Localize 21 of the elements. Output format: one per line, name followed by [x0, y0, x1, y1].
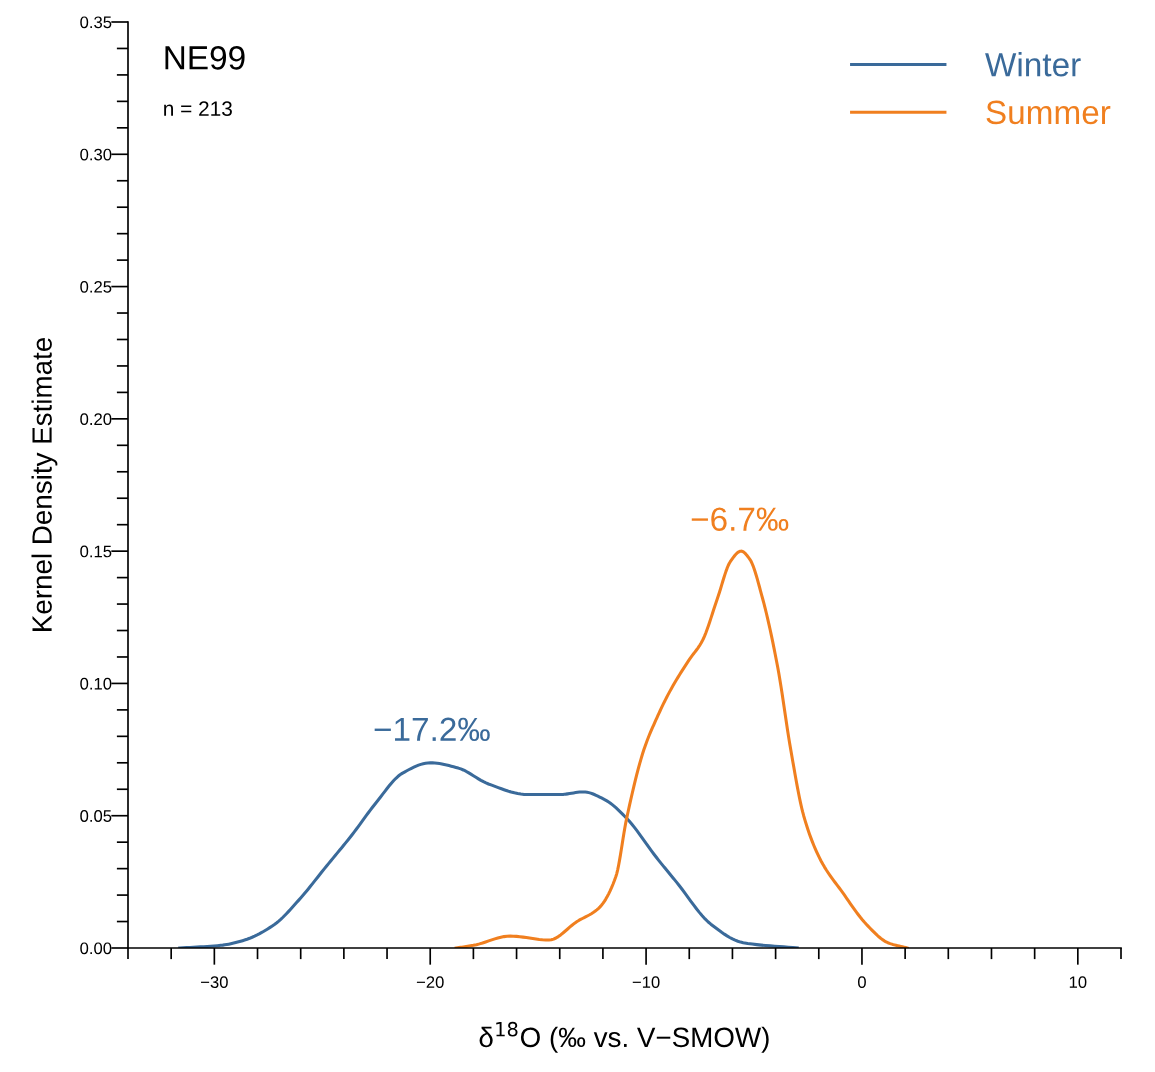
x-tick-label: −20	[416, 976, 444, 989]
legend-label: Summer	[986, 100, 1111, 125]
x-axis-title: δ$^{18}$O (‰ vs. V−SMOW)	[479, 1021, 769, 1053]
x-tick-label: 0	[857, 976, 866, 989]
y-tick-label: 0.35	[80, 16, 112, 29]
annotation: −17.2‰	[374, 717, 490, 742]
x-tick-label: 10	[1069, 976, 1087, 989]
x-tick-label: −30	[201, 976, 228, 989]
y-axis-title: Kernel Density Estimate	[31, 338, 58, 631]
y-tick-label: 0.15	[80, 545, 112, 558]
annotation: NE99	[165, 46, 245, 70]
y-tick-label: 0.25	[80, 280, 112, 293]
x-tick-label: −10	[632, 976, 660, 989]
y-tick-label: 0.00	[80, 942, 112, 955]
y-tick-label: 0.10	[80, 677, 112, 690]
annotation: −6.7‰	[691, 507, 789, 531]
y-tick-label: 0.05	[80, 810, 112, 822]
y-tick-label: 0.30	[80, 148, 112, 161]
legend-label: Winter	[985, 52, 1081, 77]
y-tick-label: 0.20	[80, 413, 112, 426]
annotation: n = 213	[164, 101, 232, 117]
